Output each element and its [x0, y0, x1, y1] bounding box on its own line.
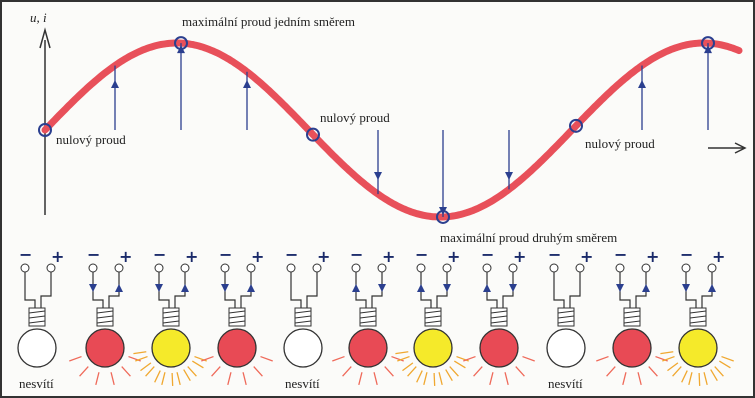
terminal — [313, 264, 321, 272]
minus-sign: − — [415, 245, 428, 264]
bulb-glass — [547, 329, 585, 367]
minus-sign: − — [285, 245, 298, 264]
annotation: nulový proud — [585, 136, 655, 151]
plus-sign: + — [251, 247, 264, 266]
terminal — [89, 264, 97, 272]
off-label: nesvítí — [19, 376, 54, 391]
terminal — [550, 264, 558, 272]
minus-sign: − — [87, 245, 100, 264]
minus-sign: − — [19, 245, 32, 264]
terminal — [708, 264, 716, 272]
bulb-glass — [349, 329, 387, 367]
terminal — [287, 264, 295, 272]
terminal — [576, 264, 584, 272]
annotation: maximální proud jedním směrem — [182, 14, 355, 29]
terminal — [352, 264, 360, 272]
bulb-glass — [284, 329, 322, 367]
bulb-glass — [414, 329, 452, 367]
off-label: nesvítí — [548, 376, 583, 391]
terminal — [247, 264, 255, 272]
minus-sign: − — [680, 245, 693, 264]
axis-label: u, i — [30, 10, 47, 25]
minus-sign: − — [481, 245, 494, 264]
bulb-glass — [613, 329, 651, 367]
minus-sign: − — [153, 245, 166, 264]
plus-sign: + — [51, 247, 64, 266]
minus-sign: − — [350, 245, 363, 264]
terminal — [443, 264, 451, 272]
plus-sign: + — [712, 247, 725, 266]
minus-sign: − — [219, 245, 232, 264]
plus-sign: + — [119, 247, 132, 266]
terminal — [378, 264, 386, 272]
terminal — [47, 264, 55, 272]
terminal — [682, 264, 690, 272]
terminal — [181, 264, 189, 272]
plus-sign: + — [646, 247, 659, 266]
diagram: u, i maximální proud jedním směrem maxim… — [0, 0, 755, 398]
terminal — [616, 264, 624, 272]
terminal — [483, 264, 491, 272]
plus-sign: + — [317, 247, 330, 266]
annotation: maximální proud druhým směrem — [440, 230, 617, 245]
terminal — [115, 264, 123, 272]
plus-sign: + — [580, 247, 593, 266]
bulb-glass — [218, 329, 256, 367]
light-ray — [434, 373, 435, 386]
terminal — [155, 264, 163, 272]
plus-sign: + — [382, 247, 395, 266]
plus-sign: + — [513, 247, 526, 266]
minus-sign: − — [614, 245, 627, 264]
plus-sign: + — [447, 247, 460, 266]
light-ray — [172, 373, 173, 386]
bulb-glass — [18, 329, 56, 367]
terminal — [509, 264, 517, 272]
plus-sign: + — [185, 247, 198, 266]
minus-sign: − — [548, 245, 561, 264]
bulb-glass — [86, 329, 124, 367]
bulb-glass — [480, 329, 518, 367]
bulb-glass — [679, 329, 717, 367]
terminal — [417, 264, 425, 272]
terminal — [642, 264, 650, 272]
annotation: nulový proud — [320, 110, 390, 125]
light-ray — [699, 373, 700, 386]
terminal — [21, 264, 29, 272]
annotation: nulový proud — [56, 132, 126, 147]
bulb-glass — [152, 329, 190, 367]
off-label: nesvítí — [285, 376, 320, 391]
terminal — [221, 264, 229, 272]
